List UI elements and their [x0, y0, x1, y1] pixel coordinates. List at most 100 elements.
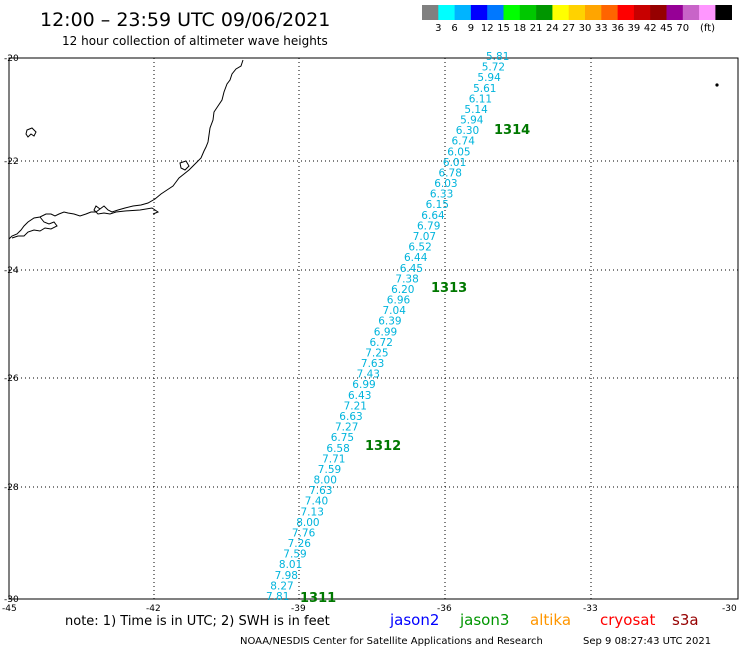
island-dot — [715, 83, 719, 87]
island — [25, 127, 37, 138]
legend-swatch — [633, 5, 651, 20]
legend-swatch — [438, 5, 455, 20]
wave-height-value: 8.01 — [279, 559, 302, 571]
wave-height-track: 5.815.725.945.616.115.145.946.306.746.05… — [266, 51, 509, 603]
wave-height-value: 7.71 — [322, 453, 345, 465]
wave-height-value: 7.63 — [309, 485, 332, 497]
lat-label: -22 — [4, 157, 19, 167]
pass-label-1314: 1314 — [494, 123, 530, 138]
wave-height-value: 6.05 — [447, 146, 470, 158]
coastline — [8, 59, 244, 240]
pass-label-1312: 1312 — [365, 439, 401, 454]
wave-height-value: 6.43 — [348, 390, 371, 402]
wave-height-value: 6.11 — [469, 93, 492, 105]
legend-label: 9 — [468, 23, 474, 34]
coastline-bay — [11, 216, 58, 239]
wave-height-value: 7.59 — [318, 464, 341, 476]
lat-label: -30 — [4, 595, 19, 605]
lat-label: -26 — [4, 374, 19, 384]
coastline-bay-east — [93, 205, 160, 215]
wave-height-value: 5.94 — [477, 72, 501, 84]
map-title: 12:00 – 23:59 UTC 09/06/2021 — [40, 9, 330, 31]
legend-swatch — [585, 5, 602, 20]
wave-height-value: 7.98 — [275, 570, 298, 582]
wave-height-value: 7.40 — [305, 496, 328, 508]
legend-swatch — [699, 5, 716, 20]
footer-credit: NOAA/NESDIS Center for Satellite Applica… — [240, 636, 543, 647]
lon-label: -33 — [583, 604, 598, 614]
lon-label: -42 — [146, 604, 161, 614]
legend-label: 6 — [451, 23, 457, 34]
wave-height-value: 7.81 — [266, 591, 289, 603]
wave-height-value: 6.39 — [378, 316, 401, 328]
lon-label: -36 — [437, 604, 452, 614]
map-subtitle: 12 hour collection of altimeter wave hei… — [62, 34, 328, 48]
wave-height-value: 6.15 — [426, 199, 449, 211]
footer-note: note: 1) Time is in UTC; 2) SWH is in fe… — [65, 614, 330, 629]
grid-lines — [9, 58, 738, 599]
wave-height-value: 7.21 — [344, 400, 367, 412]
legend-label: 12 — [481, 23, 494, 34]
legend-label: 3 — [435, 23, 441, 34]
legend-label: 15 — [497, 23, 510, 34]
wave-height-value: 6.74 — [452, 136, 476, 148]
wave-height-value: 6.63 — [339, 411, 362, 423]
wave-height-value: 6.96 — [387, 295, 411, 307]
lat-label: -24 — [4, 266, 19, 276]
wave-height-value: 8.00 — [314, 475, 337, 487]
wave-height-value: 5.72 — [482, 62, 505, 74]
satellite-s3a: s3a — [672, 611, 699, 629]
legend-label: 33 — [595, 23, 608, 34]
legend-swatch — [568, 5, 586, 20]
legend-swatch — [487, 5, 504, 20]
wave-height-value: 6.44 — [404, 252, 428, 264]
wave-height-value: 7.04 — [383, 305, 407, 317]
wave-height-value: 8.27 — [270, 580, 293, 592]
satellite-jason2: jason2 — [389, 611, 439, 629]
lon-label: -45 — [2, 604, 17, 614]
wave-height-value: 7.13 — [301, 506, 324, 518]
wave-height-value: 6.99 — [374, 326, 397, 338]
wave-height-value: 7.63 — [361, 358, 384, 370]
legend-label: 27 — [562, 23, 575, 34]
longitude-labels: -45 -42 -39 -36 -33 -30 — [2, 604, 737, 614]
wave-height-value: 6.72 — [370, 337, 393, 349]
legend-label: 70 — [676, 23, 689, 34]
wave-height-value: 7.07 — [413, 231, 436, 243]
wave-height-value: 6.78 — [439, 168, 462, 180]
wave-height-value: 5.61 — [473, 83, 496, 95]
wave-height-value: 6.45 — [400, 263, 423, 275]
wave-height-value: 6.75 — [331, 432, 354, 444]
legend-swatch — [682, 5, 700, 20]
legend-swatch — [617, 5, 635, 20]
footer-timestamp: Sep 9 08:27:43 UTC 2021 — [583, 636, 711, 647]
wave-height-value: 6.33 — [430, 189, 453, 201]
legend-swatch — [422, 5, 439, 20]
wave-height-value: 5.14 — [464, 104, 488, 116]
pass-label-1313: 1313 — [431, 281, 467, 296]
wave-height-value: 8.00 — [296, 517, 319, 529]
legend-label: 39 — [628, 23, 641, 34]
wave-height-value: 6.01 — [443, 157, 466, 169]
legend-swatch — [601, 5, 618, 20]
wave-height-value: 6.64 — [421, 210, 445, 222]
legend-label: 36 — [611, 23, 624, 34]
wave-height-value: 6.79 — [417, 220, 440, 232]
wave-height-value: 7.38 — [395, 273, 418, 285]
legend-swatch — [470, 5, 488, 20]
satellite-jason3: jason3 — [459, 611, 509, 629]
wave-height-value: 6.58 — [326, 443, 349, 455]
wave-height-value: 7.25 — [365, 348, 388, 360]
wave-height-value: 7.76 — [292, 528, 316, 540]
legend-swatch — [503, 5, 521, 20]
lat-label: -20 — [4, 54, 19, 64]
legend-unit: (ft) — [700, 23, 715, 34]
pass-label-1311: 1311 — [300, 591, 336, 606]
map-frame — [8, 57, 739, 600]
wave-height-value: 5.94 — [460, 115, 484, 127]
lon-label: -30 — [722, 604, 737, 614]
wave-height-value: 6.03 — [434, 178, 457, 190]
legend-swatch — [650, 5, 667, 20]
